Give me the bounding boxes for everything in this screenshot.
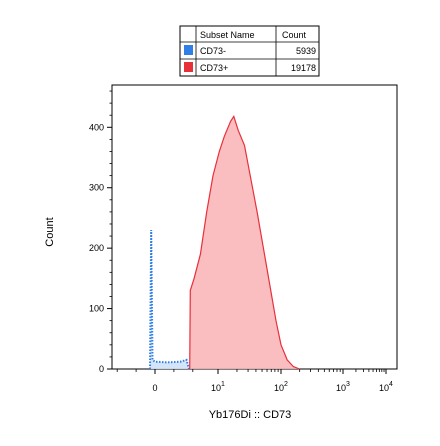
- x-axis-title: Yb176Di :: CD73: [209, 409, 292, 421]
- axis-layer: 0 100 200 300 400 0 101 102 103 104: [89, 90, 393, 393]
- legend-header-count: Count: [282, 30, 307, 40]
- series-line-cd73-pos: [189, 115, 300, 370]
- y-tick-label: 0: [99, 364, 104, 374]
- y-axis-title: Count: [44, 217, 56, 246]
- legend-swatch-cd73-pos: [184, 62, 193, 72]
- x-tick-label: 103: [336, 381, 350, 393]
- legend-entry-count: 5939: [296, 46, 316, 56]
- legend-header-name: Subset Name: [200, 30, 255, 40]
- series-layer: [149, 115, 300, 370]
- y-tick-label: 400: [89, 122, 104, 132]
- x-tick-label: 102: [274, 381, 288, 393]
- x-tick-label: 0: [152, 383, 157, 393]
- legend-border: [179, 25, 320, 77]
- x-tick-label: 104: [379, 381, 393, 393]
- legend-entry-name: CD73-: [200, 46, 226, 56]
- y-tick-label: 200: [89, 243, 104, 253]
- series-fill-cd73-neg: [150, 230, 189, 369]
- series-fill-cd73-pos: [189, 116, 300, 370]
- legend-entry-count: 19178: [291, 63, 316, 73]
- legend-swatch-cd73-neg: [184, 45, 193, 55]
- legend-entry-name: CD73+: [200, 63, 228, 73]
- y-tick-label: 100: [89, 304, 104, 314]
- series-line-cd73-neg: [149, 229, 190, 370]
- x-tick-label: 101: [211, 381, 225, 393]
- legend-table: Subset Name Count CD73- 5939 CD73+ 19178: [179, 25, 320, 77]
- y-tick-label: 300: [89, 183, 104, 193]
